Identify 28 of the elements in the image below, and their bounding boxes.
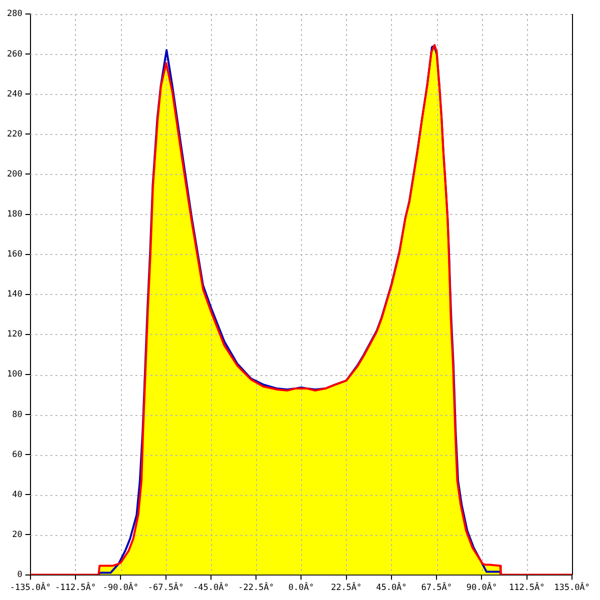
x-tick-label: 22.5Â° xyxy=(330,582,362,594)
x-tick-label: 67.5Â° xyxy=(421,582,452,594)
y-tick-label: 80 xyxy=(12,410,22,420)
y-tick-label: 220 xyxy=(6,129,22,140)
x-tick-label: -90.0Â° xyxy=(102,582,139,594)
y-tick-label: 120 xyxy=(6,330,22,340)
x-tick-label: 135.0Â° xyxy=(554,582,590,594)
y-tick-label: 160 xyxy=(6,250,22,260)
x-tick-label: 0.0Â° xyxy=(288,582,314,594)
x-tick-label: -45.0Â° xyxy=(192,582,229,594)
x-tick-label: -112.5Â° xyxy=(55,582,96,594)
y-tick-label: 100 xyxy=(6,370,22,380)
y-tick-label: 20 xyxy=(12,530,22,540)
x-tick-label: -67.5Â° xyxy=(148,582,184,594)
y-tick-label: 0 xyxy=(17,570,22,580)
y-tick-label: 200 xyxy=(6,169,22,180)
y-tick-label: 60 xyxy=(12,450,22,460)
y-tick-label: 140 xyxy=(6,290,22,300)
y-tick-label: 180 xyxy=(6,209,22,220)
y-tick-label: 280 xyxy=(6,9,22,20)
x-tick-label: -22.5Â° xyxy=(238,582,274,594)
y-tick-label: 240 xyxy=(6,89,22,100)
x-tick-label: 45.0Â° xyxy=(376,582,407,594)
y-tick-label: 260 xyxy=(6,49,22,60)
x-tick-label: -135.0Â° xyxy=(10,582,51,594)
y-tick-label: 40 xyxy=(12,490,22,500)
x-tick-label: 112.5Â° xyxy=(508,582,545,594)
x-tick-label: 90.0Â° xyxy=(466,582,498,594)
